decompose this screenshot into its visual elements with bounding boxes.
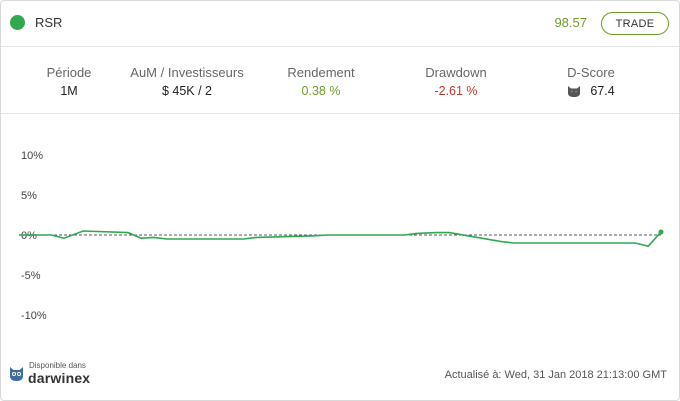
- stat-period: Période 1M: [25, 65, 113, 98]
- stat-value: -2.61 %: [434, 84, 478, 98]
- y-axis: 10% 5% 0% -5% -10%: [21, 150, 47, 322]
- series-end-point: [658, 229, 664, 235]
- series-line: [19, 230, 662, 248]
- y-tick-label: -5%: [21, 270, 41, 282]
- stat-label: Période: [46, 65, 92, 80]
- stat-value: $ 45K / 2: [161, 84, 213, 98]
- logo-wordmark: darwinex: [28, 370, 91, 386]
- y-tick-label: 5%: [21, 190, 37, 202]
- trade-button[interactable]: TRADE: [601, 12, 669, 35]
- darwin-price: 98.57: [554, 15, 587, 30]
- stat-label: Rendement: [287, 65, 355, 80]
- stat-drawdown: Drawdown -2.61 %: [406, 65, 506, 98]
- darwinex-owl-icon: [10, 367, 23, 381]
- darwin-name[interactable]: RSR: [35, 15, 63, 30]
- owl-icon: [568, 86, 581, 97]
- card-header: RSR 98.57 TRADE: [1, 1, 679, 47]
- y-tick-label: 10%: [21, 150, 43, 162]
- stat-return: Rendement 0.38 %: [271, 65, 371, 98]
- stats-row: Période 1M AuM / Investisseurs $ 45K / 2…: [1, 48, 679, 114]
- stat-label: AuM / Investisseurs: [130, 65, 244, 80]
- stat-label: D-Score: [567, 65, 615, 80]
- y-tick-label: 0%: [21, 230, 37, 242]
- y-tick-label: -10%: [21, 310, 47, 322]
- stat-label: Drawdown: [425, 65, 487, 80]
- stat-aum-investors: AuM / Investisseurs $ 45K / 2: [119, 65, 255, 98]
- status-dot: [10, 15, 25, 30]
- updated-timestamp: Actualisé à: Wed, 31 Jan 2018 21:13:00 G…: [444, 369, 667, 381]
- performance-chart: 10% 5% 0% -5% -10%: [19, 150, 664, 322]
- stat-value: 1M: [60, 84, 78, 98]
- stat-value: 0.38 %: [301, 84, 341, 98]
- stat-dscore: D-Score 67.4: [541, 65, 641, 101]
- logo-caption: Disponible dans: [29, 361, 86, 370]
- stat-value: 67.4: [590, 84, 615, 98]
